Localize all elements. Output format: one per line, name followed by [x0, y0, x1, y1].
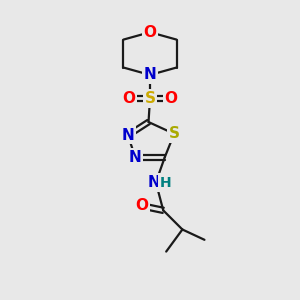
Text: O: O [143, 25, 157, 40]
Text: N: N [144, 68, 156, 82]
Text: N: N [122, 128, 134, 143]
Text: N: N [148, 175, 161, 190]
Text: N: N [129, 150, 142, 165]
Text: S: S [169, 126, 180, 141]
Text: S: S [145, 91, 155, 106]
Text: O: O [136, 198, 148, 213]
Text: H: H [160, 176, 171, 190]
Text: O: O [122, 91, 135, 106]
Text: O: O [165, 91, 178, 106]
